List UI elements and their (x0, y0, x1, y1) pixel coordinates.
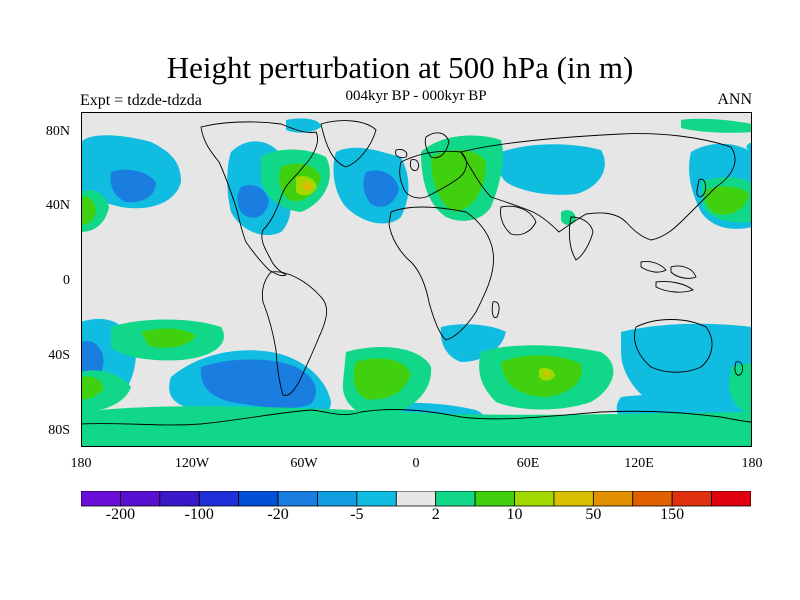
colorbar-swatch (435, 491, 476, 507)
colorbar-label: 2 (431, 506, 440, 523)
colorbar-swatch (81, 491, 121, 507)
colorbar-label: 50 (585, 506, 602, 523)
colorbar-swatch (553, 491, 594, 507)
colorbar-swatch (317, 491, 358, 507)
colorbar-swatch (120, 491, 161, 507)
map-border (81, 112, 752, 447)
peak-positive-cores (302, 181, 550, 377)
colorbar-swatch (277, 491, 318, 507)
subtitle-experiment: Expt = tdzde-tdzda (80, 92, 202, 109)
colorbar-swatch (592, 491, 634, 507)
colorbar-label: -200 (105, 506, 136, 523)
colorbar-label: -5 (350, 506, 364, 523)
colorbar-swatch (632, 491, 673, 507)
lat-label-40n: 40N (45, 198, 70, 213)
lat-label-80n: 80N (45, 124, 70, 139)
colorbar-swatch (395, 491, 437, 507)
colorbar (81, 491, 751, 507)
colorbar-label: 150 (660, 506, 685, 523)
colorbar-swatch (198, 491, 240, 507)
lon-label-60e: 60E (516, 456, 540, 471)
colorbar-swatch (711, 491, 751, 507)
colorbar-label: -20 (267, 506, 289, 523)
lat-label-80s: 80S (48, 423, 70, 438)
subtitle-period: 004kyr BP - 000kyr BP (345, 88, 487, 104)
colorbar-swatch (238, 491, 279, 507)
colorbar-swatch (159, 491, 200, 507)
colorbar-swatch (671, 491, 712, 507)
colorbar-swatch (474, 491, 515, 507)
lat-label-0: 0 (63, 273, 70, 288)
lon-label-180w: 180 (70, 456, 92, 471)
subtitle-season: ANN (717, 91, 752, 108)
map-plot (81, 112, 752, 447)
coastlines (81, 120, 752, 426)
lon-label-180e: 180 (741, 456, 763, 471)
colorbar-swatch (356, 491, 397, 507)
colorbar-label: 10 (506, 506, 523, 523)
negative-anomaly-cores (81, 169, 399, 409)
colorbar-swatch (514, 491, 555, 507)
plot-title: Height perturbation at 500 hPa (in m) (166, 50, 634, 85)
lat-label-40s: 40S (48, 348, 70, 363)
lon-label-120w: 120W (174, 456, 210, 471)
lon-label-0: 0 (412, 456, 420, 471)
lon-label-60w: 60W (290, 456, 318, 471)
lon-label-120e: 120E (624, 456, 654, 471)
colorbar-label: -100 (184, 506, 214, 523)
